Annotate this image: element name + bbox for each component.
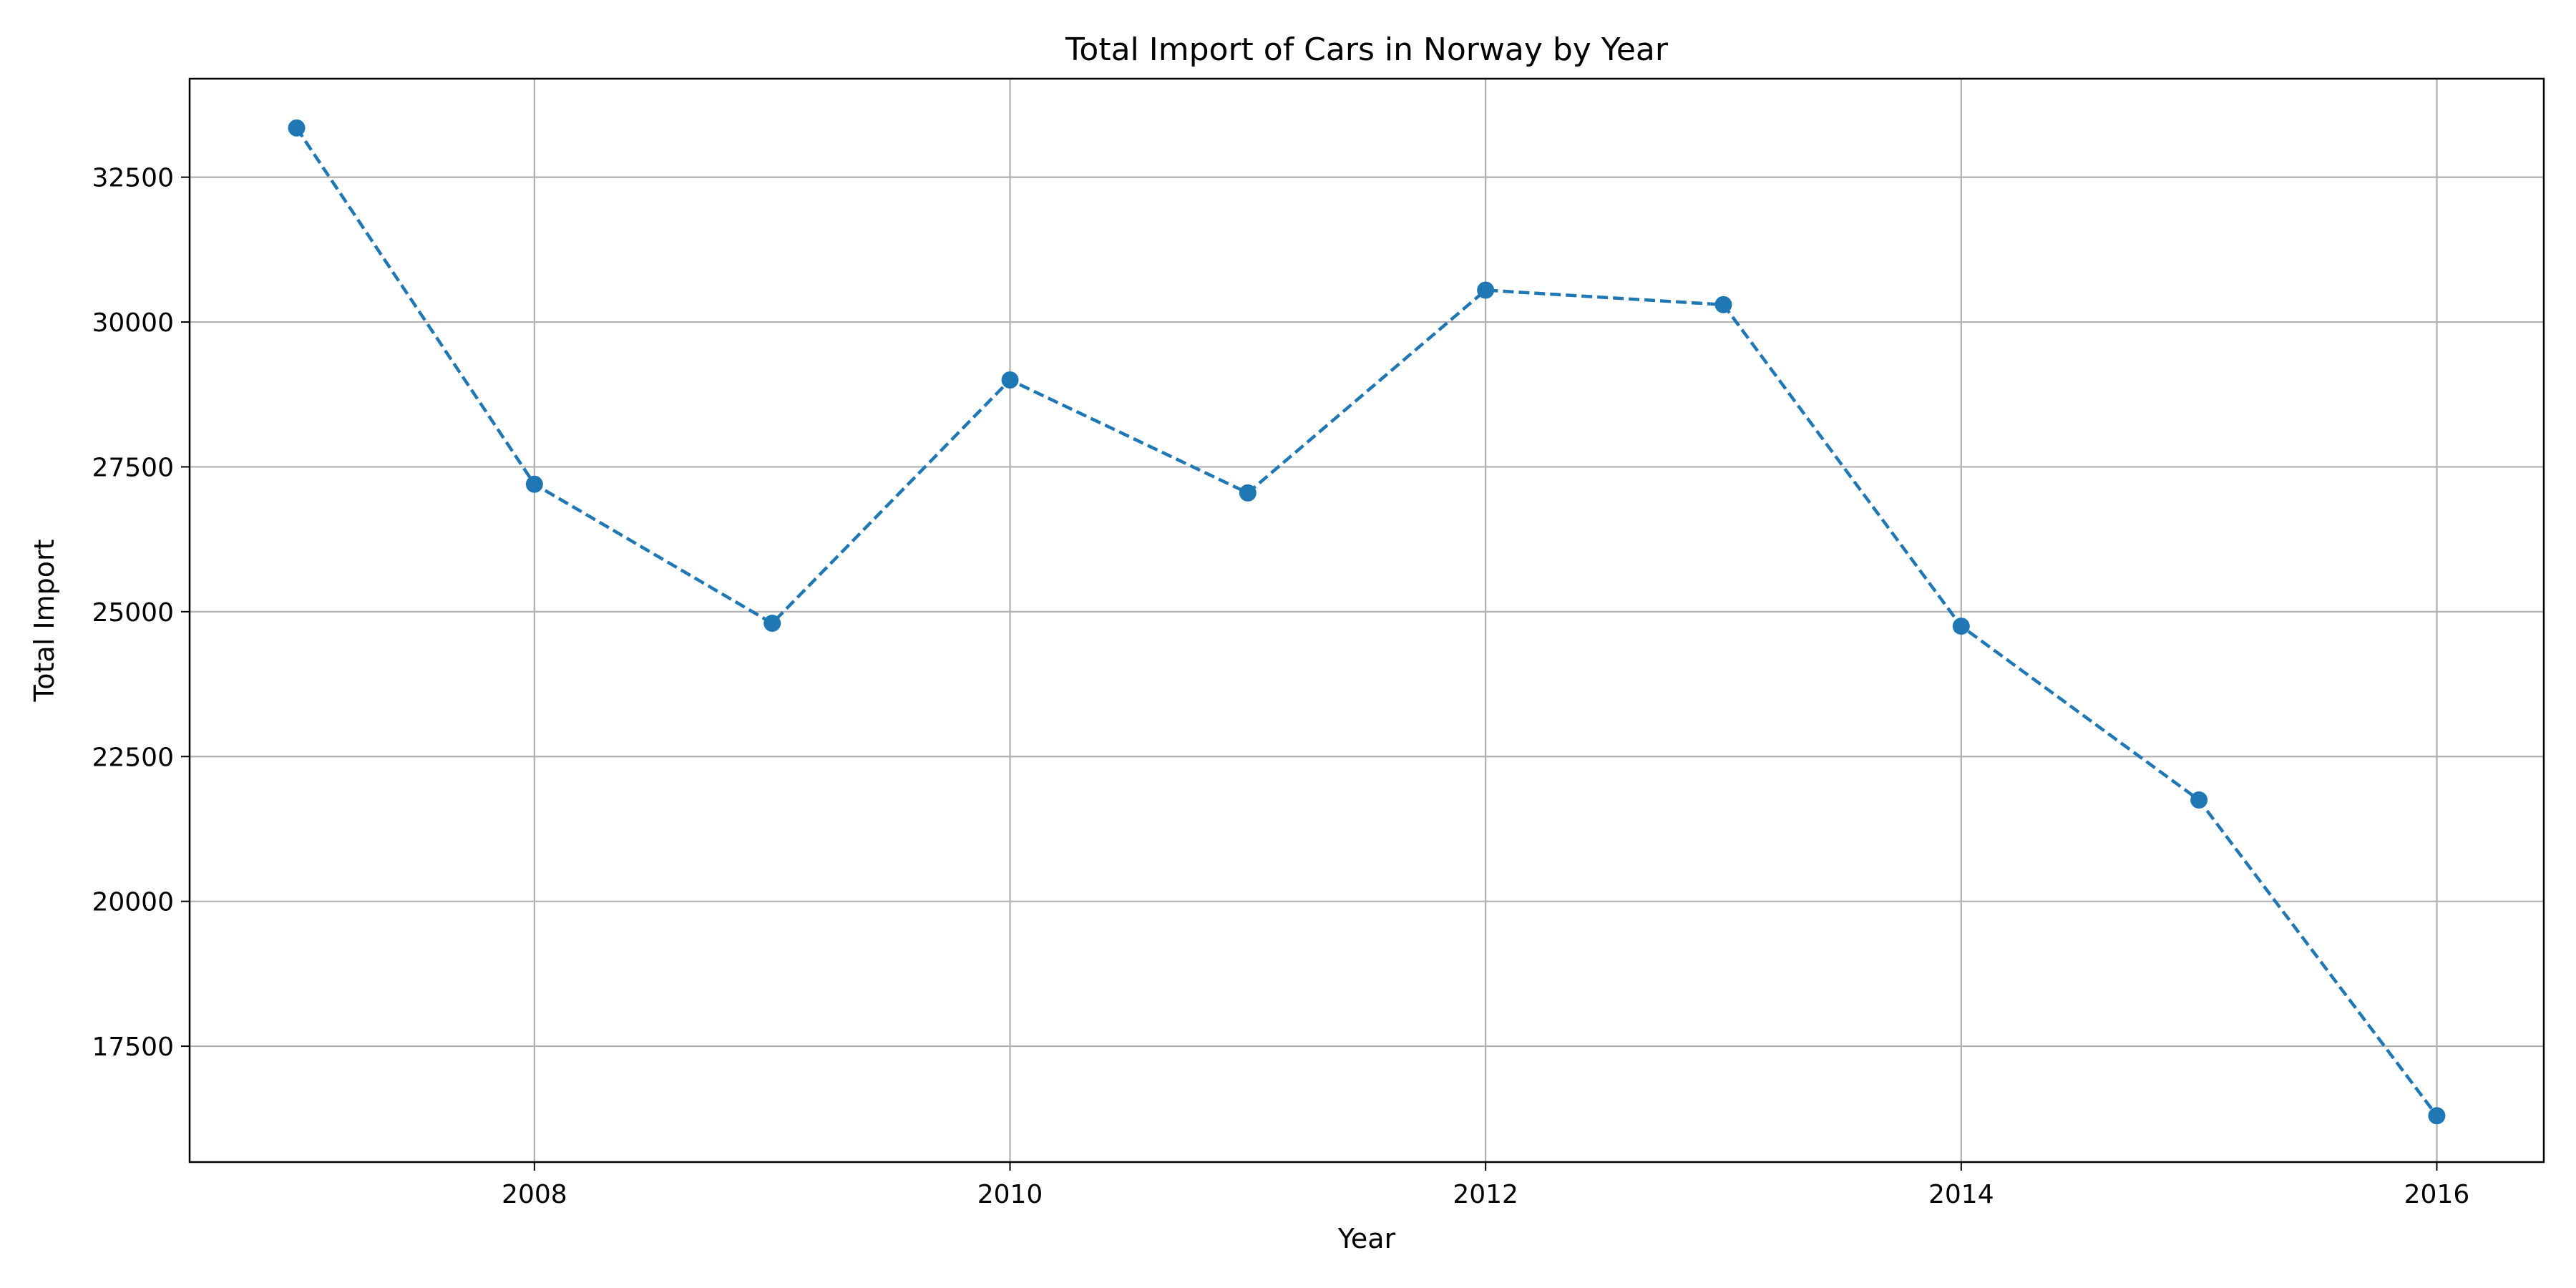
data-point	[525, 475, 543, 493]
x-tick-label: 2010	[977, 1180, 1043, 1209]
x-tick-label: 2014	[1928, 1180, 1994, 1209]
axis-ticks: 2008 2010 2012 2014 2016 17500 20000 22500 25000…	[92, 164, 2469, 1209]
data-point	[1477, 281, 1495, 299]
data-point	[763, 615, 781, 633]
data-point	[2428, 1107, 2446, 1125]
y-tick-label: 32500	[92, 164, 174, 193]
y-tick-label: 22500	[92, 743, 174, 772]
data-point	[288, 119, 306, 137]
x-axis-label: Year	[1337, 1223, 1396, 1254]
data-point	[1001, 371, 1019, 389]
y-tick-label: 27500	[92, 453, 174, 482]
data-point	[1714, 296, 1732, 313]
plot-frame	[188, 77, 2545, 1163]
series-layer	[288, 119, 2446, 1125]
data-point	[1952, 618, 1970, 635]
data-point	[1239, 484, 1257, 502]
y-tick-label: 30000	[92, 308, 174, 338]
y-tick-label: 17500	[92, 1033, 174, 1062]
y-tick-label: 20000	[92, 888, 174, 917]
chart-title: Total Import of Cars in Norway by Year	[1065, 31, 1669, 68]
y-tick-label: 25000	[92, 598, 174, 628]
grid-lines	[190, 79, 2544, 1162]
data-point	[2190, 791, 2208, 809]
x-tick-label: 2012	[1453, 1180, 1518, 1209]
x-tick-label: 2008	[502, 1180, 567, 1209]
y-axis-label: Total Import	[29, 540, 60, 703]
x-tick-label: 2016	[2404, 1180, 2470, 1209]
